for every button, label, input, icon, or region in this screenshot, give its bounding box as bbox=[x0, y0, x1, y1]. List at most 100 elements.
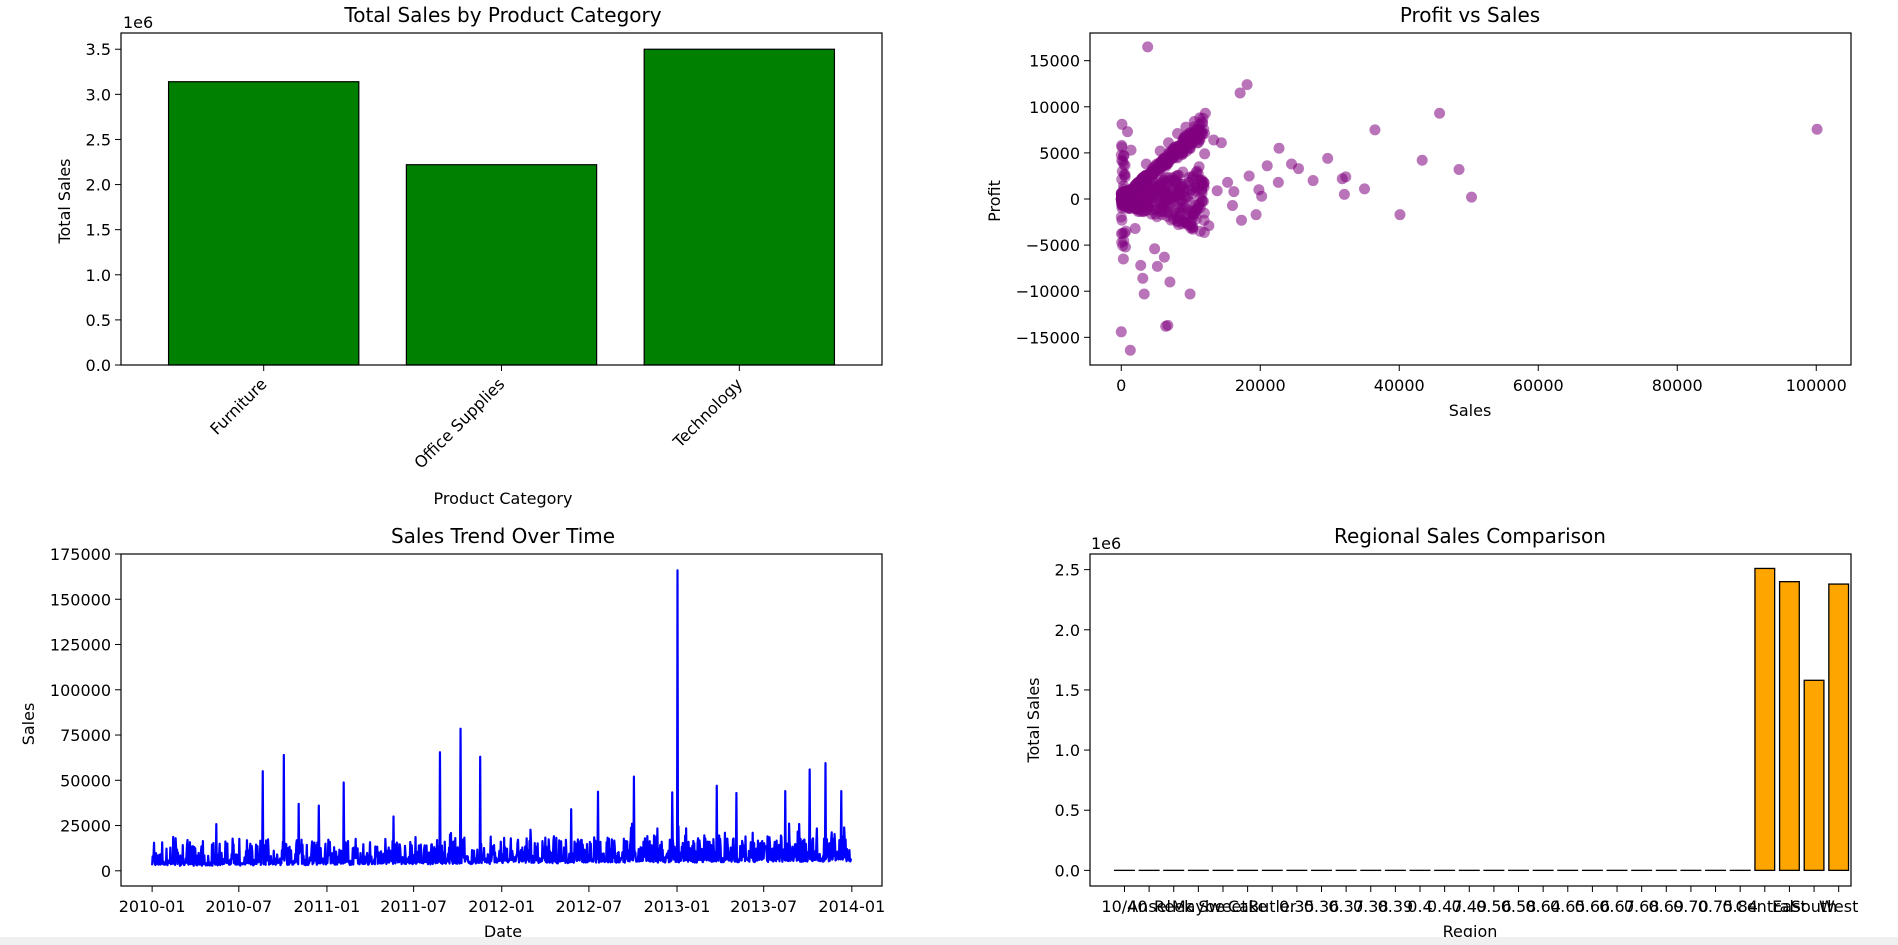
x-axis-label: Region bbox=[1443, 922, 1498, 937]
y-axis-label: Total Sales bbox=[55, 158, 74, 244]
x-tick-label: Sweet bbox=[1198, 897, 1247, 916]
scatter-point bbox=[1261, 160, 1273, 172]
scatter-point bbox=[1116, 198, 1128, 210]
scatter-point bbox=[1193, 198, 1205, 210]
scatter-point bbox=[1199, 148, 1211, 160]
y-offset-label: 1e6 bbox=[123, 13, 153, 32]
y-tick-label: 1.5 bbox=[1055, 681, 1080, 700]
scatter-point bbox=[1124, 344, 1136, 356]
y-tick-label: 2.5 bbox=[86, 130, 111, 149]
y-tick-label: 15000 bbox=[1029, 52, 1080, 71]
plot-frame bbox=[1089, 32, 1852, 366]
x-tick-label: 2012-07 bbox=[555, 897, 622, 916]
scatter-point bbox=[1286, 158, 1298, 170]
x-tick-label: 0.69 bbox=[1648, 897, 1684, 916]
x-tick-label: 0 bbox=[1116, 376, 1126, 395]
scatter-point bbox=[1194, 112, 1206, 124]
y-tick-label: 5000 bbox=[1039, 144, 1080, 163]
scatter-point bbox=[1137, 272, 1149, 284]
x-tick-label: 0.64 bbox=[1525, 897, 1561, 916]
plot-frame bbox=[1089, 553, 1852, 887]
y-tick-label: 0.0 bbox=[1055, 861, 1080, 880]
x-tick-label: Central bbox=[1736, 897, 1794, 916]
scatter-point bbox=[1226, 199, 1238, 211]
x-tick-label: 0.70 bbox=[1673, 897, 1709, 916]
scatter-point bbox=[1199, 128, 1211, 140]
y-axis-label: Total Sales bbox=[1024, 677, 1043, 763]
scatter-point bbox=[1228, 186, 1240, 198]
scatter-point bbox=[1116, 139, 1128, 151]
x-tick-label: 0.36 bbox=[1304, 897, 1340, 916]
x-tick-label: 2014-01 bbox=[818, 897, 885, 916]
y-tick-label: 3.5 bbox=[86, 40, 111, 59]
scatter-point bbox=[1369, 124, 1381, 136]
chart-title: Profit vs Sales bbox=[1400, 3, 1540, 27]
x-tick-label: Maybe bbox=[1172, 897, 1225, 916]
scatter-point bbox=[1222, 176, 1234, 188]
category-sales-bar-chart: Total Sales by Product Category 1e6 Tota… bbox=[55, 3, 883, 508]
scatter-point bbox=[1162, 319, 1174, 331]
scatter-point bbox=[1180, 121, 1192, 133]
scatter-point bbox=[1394, 209, 1406, 221]
y-tick-label: 0 bbox=[101, 862, 111, 881]
scatter-point bbox=[1135, 259, 1147, 271]
y-tick-label: 25000 bbox=[60, 817, 111, 836]
scatter-point bbox=[1359, 183, 1371, 195]
regional-sales-bar-chart: Regional Sales Comparison 1e6 Total Sale… bbox=[1024, 524, 1858, 937]
profit-vs-sales-scatter: Profit vs Sales Profit Sales −15000 −1000… bbox=[985, 3, 1852, 420]
plot-frame bbox=[120, 32, 883, 366]
x-tick-label: 2011-07 bbox=[380, 897, 447, 916]
scatter-point bbox=[1138, 189, 1150, 201]
x-tick-label: Reek bbox=[1154, 897, 1194, 916]
scatter-point bbox=[1116, 165, 1128, 177]
scatter-point bbox=[1130, 181, 1142, 193]
scatter-point bbox=[1272, 176, 1284, 188]
chart-title: Sales Trend Over Time bbox=[391, 524, 615, 548]
y-offset-label: 1e6 bbox=[1091, 534, 1121, 553]
y-tick-label: −15000 bbox=[1016, 328, 1080, 347]
scatter-point bbox=[1154, 145, 1166, 157]
y-tick-label: 150000 bbox=[50, 590, 111, 609]
y-tick-label: 3.0 bbox=[86, 85, 111, 104]
scatter-point bbox=[1434, 107, 1446, 119]
x-tick-label: 0.67 bbox=[1599, 897, 1635, 916]
scatter-point bbox=[1273, 142, 1285, 154]
x-axis-label: Date bbox=[484, 922, 522, 937]
scatter-point bbox=[1307, 175, 1319, 187]
x-tick-label: 0.65 bbox=[1550, 897, 1586, 916]
scatter-point bbox=[1167, 152, 1179, 164]
x-tick-label: 0.38 bbox=[1353, 897, 1389, 916]
x-tick-label: Office Supplies bbox=[410, 374, 508, 472]
scatter-point bbox=[1164, 276, 1176, 288]
x-tick-label: 2010-07 bbox=[205, 897, 272, 916]
y-axis-label: Sales bbox=[19, 703, 38, 746]
bar-west bbox=[1828, 583, 1850, 872]
x-tick-label: 2011-01 bbox=[294, 897, 361, 916]
y-tick-label: −5000 bbox=[1026, 236, 1080, 255]
scatter-point bbox=[1182, 219, 1194, 231]
bar-furniture bbox=[167, 81, 360, 366]
scatter-point bbox=[1416, 154, 1428, 166]
scatter-point bbox=[1234, 87, 1246, 99]
scatter-point bbox=[1158, 251, 1170, 263]
scatter-point bbox=[1149, 243, 1161, 255]
x-tick-label: Cake bbox=[1228, 897, 1268, 916]
bar-office-supplies bbox=[405, 164, 598, 366]
y-tick-label: 75000 bbox=[60, 726, 111, 745]
y-tick-label: 0.5 bbox=[86, 311, 111, 330]
scatter-point bbox=[1250, 209, 1262, 221]
x-tick-label: 2013-01 bbox=[644, 897, 711, 916]
y-tick-label: 1.5 bbox=[86, 221, 111, 240]
x-tick-label: 0.35 bbox=[1279, 897, 1315, 916]
scatter-point bbox=[1203, 220, 1215, 232]
x-tick-label: West bbox=[1819, 897, 1858, 916]
scatter-point bbox=[1120, 225, 1132, 237]
y-tick-label: 2.5 bbox=[1055, 561, 1080, 580]
x-tick-label: South bbox=[1791, 897, 1838, 916]
x-tick-label: 0.47 bbox=[1427, 897, 1463, 916]
x-tick-label: 80000 bbox=[1652, 376, 1703, 395]
scatter-point bbox=[1160, 195, 1172, 207]
scatter-point bbox=[1211, 185, 1223, 197]
bar-east bbox=[1778, 581, 1800, 872]
scatter-points bbox=[1115, 41, 1823, 356]
